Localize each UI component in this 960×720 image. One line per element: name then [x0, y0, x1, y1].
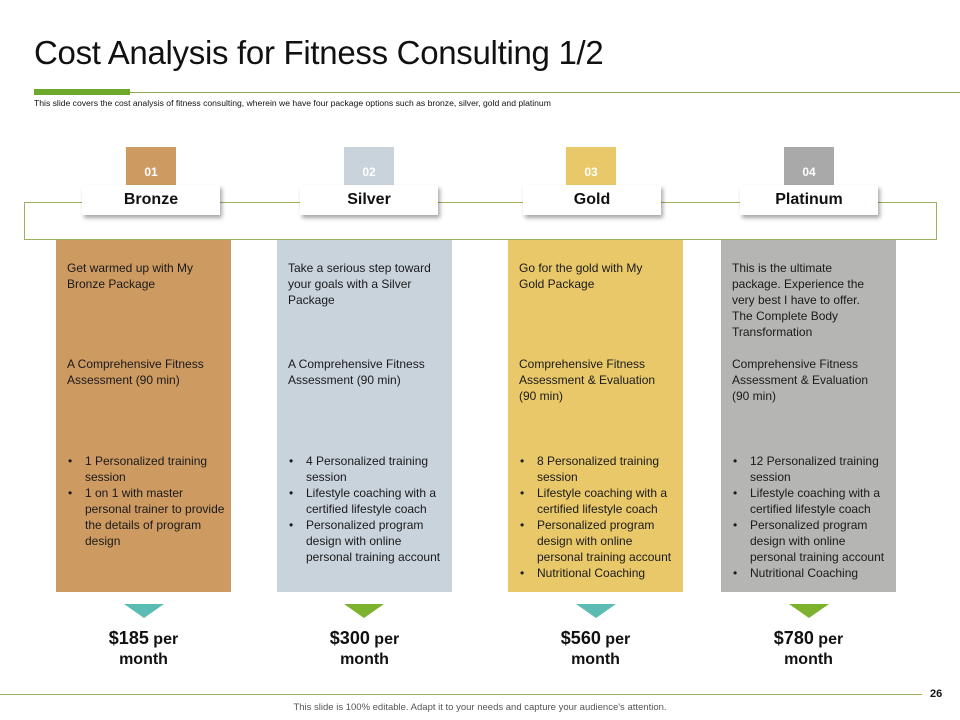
price-amount: $185 [108, 628, 149, 648]
price-amount: $780 [773, 628, 814, 648]
package-name-card: Platinum [740, 185, 878, 215]
feature-item: Lifestyle coaching with a certified life… [288, 485, 450, 517]
price-per: per [153, 631, 179, 648]
package-price: $185 per month [56, 628, 231, 669]
arrow-down-icon [124, 604, 164, 618]
slide-subtitle: This slide covers the cost analysis of f… [34, 98, 551, 108]
feature-item: Personalized program design with online … [288, 517, 450, 565]
arrow-down-icon [789, 604, 829, 618]
feature-item: Lifestyle coaching with a certified life… [519, 485, 681, 517]
price-period: month [340, 651, 389, 668]
feature-item: 12 Personalized training session [732, 453, 894, 485]
package-number: 02 [344, 147, 394, 185]
feature-item: 4 Personalized training session [288, 453, 450, 485]
feature-item: Nutritional Coaching [732, 565, 894, 581]
package-name-card: Gold [523, 185, 661, 215]
package-assessment: Comprehensive Fitness Assessment & Evalu… [519, 357, 656, 403]
package-assessment: A Comprehensive Fitness Assessment (90 m… [288, 357, 425, 387]
package-number: 03 [566, 147, 616, 185]
price-per: per [818, 631, 844, 648]
package-intro: This is the ultimate package. Experience… [732, 261, 865, 339]
price-period: month [119, 651, 168, 668]
feature-item: Personalized program design with online … [519, 517, 681, 565]
feature-item: Nutritional Coaching [519, 565, 681, 581]
package-price: $780 per month [721, 628, 896, 669]
slide-title: Cost Analysis for Fitness Consulting 1/2 [34, 34, 604, 71]
package-intro: Take a serious step toward your goals wi… [288, 261, 431, 307]
package-panel: Get warmed up with My Bronze Package A C… [56, 240, 231, 592]
package-name-card: Bronze [82, 185, 220, 215]
price-period: month [571, 651, 620, 668]
package-intro: Get warmed up with My Bronze Package [67, 261, 194, 291]
package-panel: Take a serious step toward your goals wi… [277, 240, 452, 592]
package-features: 12 Personalized training sessionLifestyl… [732, 453, 894, 581]
package-panel: Go for the gold with My Gold Package Com… [508, 240, 683, 592]
package-assessment: A Comprehensive Fitness Assessment (90 m… [67, 357, 204, 387]
package-features: 1 Personalized training session1 on 1 wi… [67, 453, 229, 549]
package-assessment: Comprehensive Fitness Assessment & Evalu… [732, 357, 869, 403]
feature-item: Personalized program design with online … [732, 517, 894, 565]
package-features: 4 Personalized training sessionLifestyle… [288, 453, 450, 565]
feature-item: Lifestyle coaching with a certified life… [732, 485, 894, 517]
package-number: 04 [784, 147, 834, 185]
footer-note: This slide is 100% editable. Adapt it to… [293, 702, 667, 713]
package-price: $560 per month [508, 628, 683, 669]
title-underline [34, 92, 960, 93]
price-amount: $560 [560, 628, 601, 648]
price-period: month [784, 651, 833, 668]
package-features: 8 Personalized training sessionLifestyle… [519, 453, 681, 581]
package-panel: This is the ultimate package. Experience… [721, 240, 896, 592]
package-intro: Go for the gold with My Gold Package [519, 261, 643, 291]
feature-item: 8 Personalized training session [519, 453, 681, 485]
page-number: 26 [930, 688, 943, 700]
package-price: $300 per month [277, 628, 452, 669]
package-number: 01 [126, 147, 176, 185]
title-accent-bar [34, 89, 130, 95]
arrow-down-icon [576, 604, 616, 618]
price-per: per [374, 631, 400, 648]
price-per: per [605, 631, 631, 648]
feature-item: 1 Personalized training session [67, 453, 229, 485]
footer-rule [0, 694, 922, 695]
feature-item: 1 on 1 with master personal trainer to p… [67, 485, 229, 549]
arrow-down-icon [344, 604, 384, 618]
price-amount: $300 [329, 628, 370, 648]
package-name-card: Silver [300, 185, 438, 215]
